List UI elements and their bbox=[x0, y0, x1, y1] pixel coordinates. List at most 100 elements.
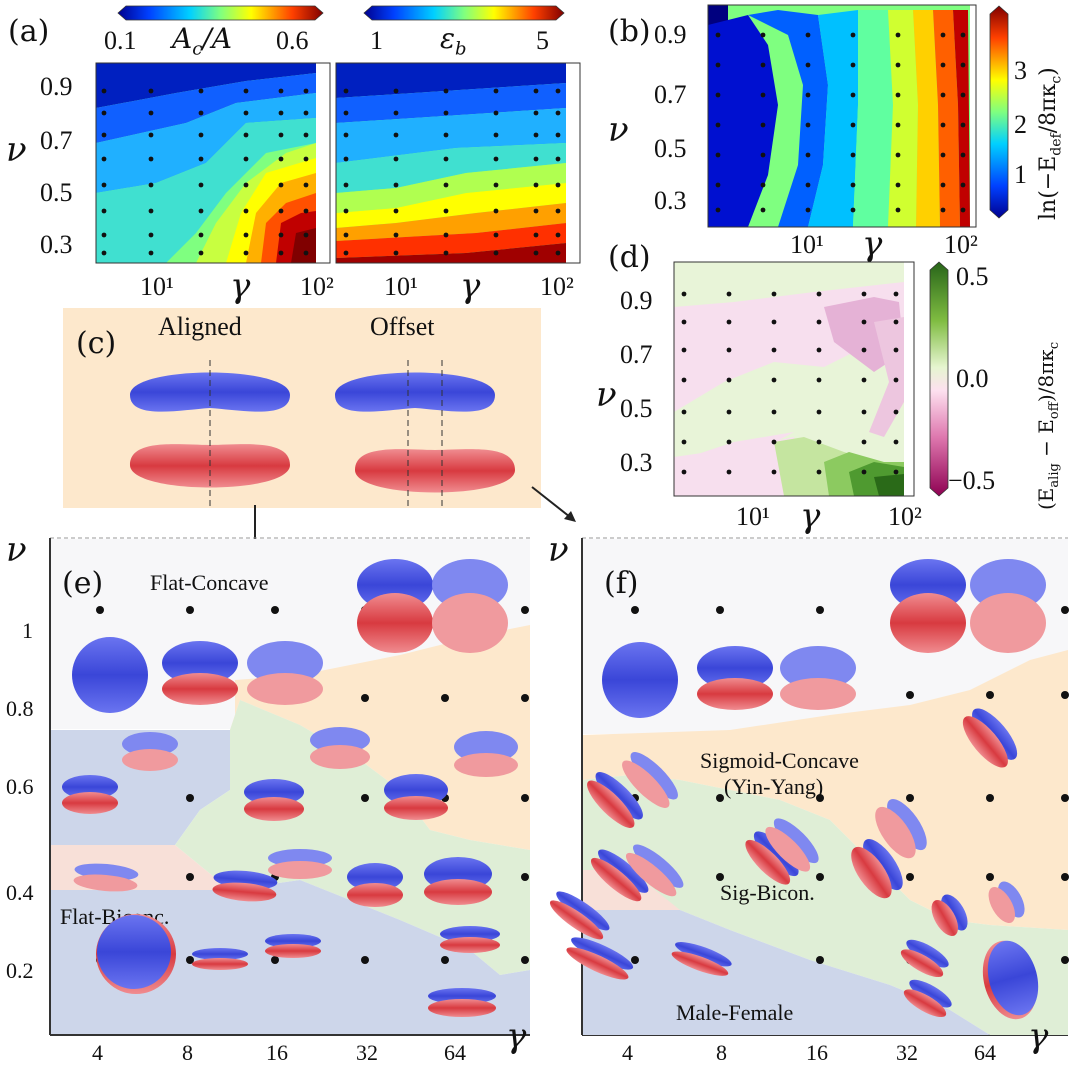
contour-plot-a1 bbox=[95, 62, 331, 264]
sample-point bbox=[760, 207, 766, 213]
sample-point bbox=[101, 182, 107, 188]
axis-gamma-e: γ bbox=[506, 1016, 527, 1056]
xtick-f-8: 8 bbox=[716, 1040, 727, 1065]
sample-point bbox=[960, 62, 966, 68]
sample-point bbox=[186, 873, 194, 881]
region-sig-bicon: Sig-Bicon. bbox=[720, 880, 815, 905]
vesicle-shapes-f bbox=[549, 559, 1046, 1020]
sample-point bbox=[940, 122, 946, 128]
sample-point bbox=[493, 110, 499, 116]
colorbar-d-tick-neg: −0.5 bbox=[948, 466, 996, 495]
sample-point bbox=[243, 156, 249, 162]
sample-point bbox=[533, 182, 539, 188]
sample-point bbox=[198, 208, 204, 214]
sample-point bbox=[986, 794, 994, 802]
sample-point bbox=[681, 469, 687, 475]
sample-point bbox=[361, 956, 369, 964]
sample-point bbox=[771, 377, 777, 383]
sample-point bbox=[443, 132, 449, 138]
sample-point bbox=[726, 291, 732, 297]
sample-point bbox=[760, 182, 766, 188]
sample-point bbox=[278, 110, 284, 116]
sample-point bbox=[861, 319, 867, 325]
sample-point bbox=[243, 232, 249, 238]
offset-vesicle-pair bbox=[335, 360, 515, 510]
ytick-e-02: 0.2 bbox=[6, 958, 34, 983]
sample-point bbox=[521, 694, 529, 702]
sample-point bbox=[893, 319, 899, 325]
sample-point bbox=[555, 110, 561, 116]
sample-point bbox=[681, 377, 687, 383]
axis-nu-f: ν bbox=[548, 530, 569, 570]
sample-point bbox=[443, 232, 449, 238]
ytick-e-04: 0.4 bbox=[6, 880, 34, 905]
sample-point bbox=[521, 606, 529, 614]
sample-point bbox=[555, 250, 561, 256]
sample-point bbox=[760, 122, 766, 128]
sample-point bbox=[1061, 691, 1069, 699]
sample-point bbox=[726, 377, 732, 383]
sample-point bbox=[186, 956, 194, 964]
sample-point bbox=[243, 182, 249, 188]
axis-gamma-a2: γ bbox=[460, 266, 481, 306]
sample-point bbox=[726, 347, 732, 353]
colorbar-a1-min: 0.1 bbox=[104, 26, 137, 55]
sample-point bbox=[940, 62, 946, 68]
sample-point bbox=[850, 207, 856, 213]
sample-point bbox=[243, 132, 249, 138]
axis-gamma-b: γ bbox=[862, 224, 883, 264]
sample-point bbox=[681, 319, 687, 325]
sample-point bbox=[101, 88, 107, 94]
aligned-vesicle-pair bbox=[130, 360, 290, 510]
sample-point bbox=[148, 232, 154, 238]
sample-point bbox=[805, 207, 811, 213]
sample-point bbox=[441, 694, 449, 702]
sample-point bbox=[771, 439, 777, 445]
ytick-b-09: 0.9 bbox=[654, 20, 687, 49]
xtick-d-100: 10² bbox=[888, 502, 922, 531]
colorbar-a2-min: 1 bbox=[370, 26, 383, 55]
colorbar-b bbox=[989, 5, 1009, 219]
ytick-b-03: 0.3 bbox=[654, 186, 687, 215]
sample-point bbox=[940, 182, 946, 188]
sample-point bbox=[198, 132, 204, 138]
sample-point bbox=[493, 182, 499, 188]
xtick-f-32: 32 bbox=[896, 1040, 918, 1065]
sample-point bbox=[861, 409, 867, 415]
panel-label-f: (f) bbox=[604, 566, 639, 601]
sample-point bbox=[716, 606, 724, 614]
sample-point bbox=[521, 956, 529, 964]
xtick-f-4: 4 bbox=[622, 1040, 633, 1065]
colorbar-a2-max: 5 bbox=[536, 26, 549, 55]
sample-point bbox=[303, 132, 309, 138]
label-aligned: Aligned bbox=[158, 312, 242, 341]
ytick-b-07: 0.7 bbox=[654, 80, 687, 109]
ytick-b-05: 0.5 bbox=[654, 134, 687, 163]
sample-point bbox=[893, 409, 899, 415]
sample-point bbox=[271, 956, 279, 964]
sample-point bbox=[361, 794, 369, 802]
sample-point bbox=[861, 377, 867, 383]
sample-point bbox=[726, 469, 732, 475]
sample-point bbox=[533, 208, 539, 214]
sample-point bbox=[906, 873, 914, 881]
sample-point bbox=[771, 409, 777, 415]
sample-point bbox=[681, 291, 687, 297]
sample-point bbox=[816, 873, 824, 881]
sample-point bbox=[148, 250, 154, 256]
axis-nu-d: ν bbox=[596, 375, 617, 415]
xtick-b-10: 10¹ bbox=[790, 230, 824, 259]
panel-label-c: (c) bbox=[76, 326, 117, 361]
sample-point bbox=[960, 92, 966, 98]
sample-point bbox=[361, 694, 369, 702]
sample-point bbox=[960, 152, 966, 158]
data-points-a2 bbox=[343, 88, 561, 256]
colorbar-a1-name: Ac/A bbox=[172, 22, 232, 60]
sample-point bbox=[631, 956, 639, 964]
sample-point bbox=[895, 62, 901, 68]
xtick-e-4: 4 bbox=[92, 1040, 103, 1065]
xtick-e-8: 8 bbox=[182, 1040, 193, 1065]
sample-point bbox=[631, 606, 639, 614]
sample-point bbox=[521, 794, 529, 802]
sample-point bbox=[760, 32, 766, 38]
